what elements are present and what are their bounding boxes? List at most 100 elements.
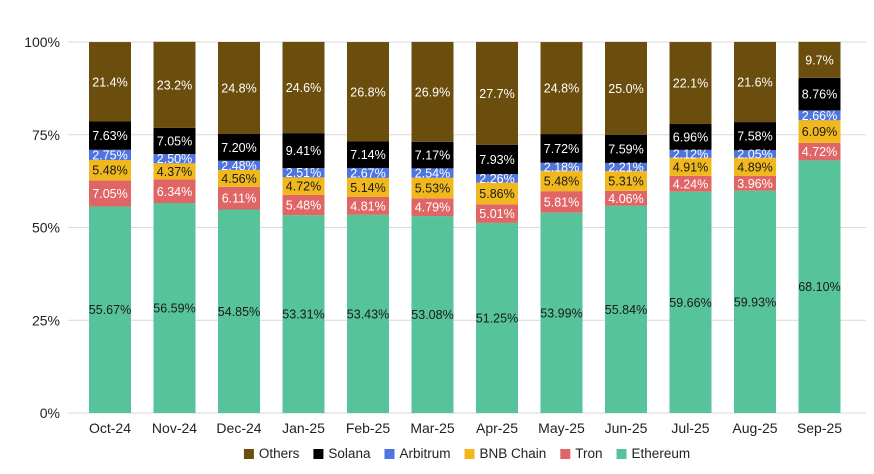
data-label: 6.11% [222,192,257,206]
bar-segment-others [282,41,325,134]
data-label: 2.18% [544,160,579,174]
bar-segment-tron [153,179,196,204]
bar-segment-ethereum [282,215,325,413]
data-label: 6.96% [673,130,708,144]
data-label: 6.34% [157,185,192,199]
bar-segment-bnb-chain [347,177,389,197]
bar-segment-tron [89,180,131,207]
bar-segment-solana [347,141,389,168]
data-label: 5.31% [608,174,643,188]
bar-segment-ethereum [476,222,518,413]
data-label: 2.26% [479,172,514,186]
bar-segment-ethereum [218,209,260,413]
legend-swatch [384,449,395,459]
bar-segment-tron [734,175,776,191]
gridlines [68,41,866,414]
data-label: 2.05% [737,148,772,162]
y-tick-label: 0% [40,405,60,421]
x-tick-label: Feb-25 [346,420,391,436]
bar-segment-others [669,42,712,125]
data-label: 9.41% [286,144,321,158]
data-label: 7.58% [737,130,772,144]
data-label: 53.43% [347,307,389,321]
segment-labels: 55.67% 7.05% 5.48% 2.75% 7.63% 21.4% 56.59% 6.3… [89,53,841,325]
bar-segment-solana [411,141,454,169]
data-label: 4.56% [221,172,256,186]
bar-segment-others [411,41,454,142]
bar-segment-bnb-chain [669,157,712,176]
x-tick-label: May-25 [538,420,585,436]
data-label: 59.66% [669,296,711,310]
data-label: 4.79% [415,201,450,215]
bar-segment-bnb-chain [218,169,260,187]
x-tick-label: Mar-25 [410,420,455,436]
bar-segment-arbitrum [282,168,325,178]
bar-segment-arbitrum [798,110,841,121]
bar-segment-arbitrum [89,149,131,160]
data-label: 51.25% [476,311,518,325]
data-label: 25.0% [608,82,643,96]
x-tick-label: Jul-25 [671,420,709,436]
bar-segment-bnb-chain [605,171,647,191]
data-label: 23.2% [157,78,192,92]
y-axis-ticks: 0% 25% 50% 75% 100% [24,34,60,421]
bar-segment-solana [89,121,131,150]
bar-segment-solana [476,144,518,175]
legend-label: Arbitrum [399,446,450,461]
data-label: 68.10% [798,280,840,294]
x-tick-label: Aug-25 [732,420,777,436]
data-label: 59.93% [734,295,776,309]
data-label: 2.21% [608,160,643,174]
data-label: 3.96% [737,177,772,191]
bar-segment-others [734,41,776,123]
bar-segment-ethereum [153,203,196,413]
bar-segment-others [347,42,389,142]
x-tick-label: Oct-24 [89,420,131,436]
data-label: 53.08% [411,308,453,322]
bar-segment-ethereum [89,206,131,413]
legend-label: Tron [575,446,602,461]
bar-segment-arbitrum [540,162,583,171]
bar-segment-arbitrum [605,162,647,172]
bar-segment-bnb-chain [540,170,583,192]
data-label: 4.06% [608,192,643,206]
bar-segment-solana [605,134,647,163]
bar-segment-ethereum [734,190,776,413]
data-label: 2.12% [673,147,708,161]
data-label: 5.81% [544,195,579,209]
data-label: 5.48% [286,199,321,213]
data-label: 26.9% [415,85,450,99]
data-label: 2.50% [157,152,192,166]
data-label: 5.48% [92,164,127,178]
bar-segment-tron [476,204,518,223]
data-label: 2.67% [350,166,385,180]
x-tick-label: Dec-24 [216,420,261,436]
legend-swatch [313,449,324,459]
data-label: 2.75% [92,148,127,162]
bar-segment-arbitrum [153,154,196,164]
data-label: 2.54% [415,167,450,181]
data-label: 53.99% [540,306,582,320]
data-label: 53.31% [282,308,324,322]
data-label: 7.63% [92,129,127,143]
bar-segment-solana [669,124,712,150]
bar-segment-tron [411,198,454,217]
data-label: 4.89% [737,160,772,174]
bar-segment-arbitrum [476,174,518,183]
data-label: 7.14% [350,148,385,162]
legend-swatch [243,449,254,459]
data-label: 9.7% [805,53,834,67]
data-label: 7.93% [479,153,514,167]
bar-segment-bnb-chain [798,120,841,143]
data-label: 5.01% [479,207,514,221]
legend-label: BNB Chain [479,446,546,461]
legend-label: Solana [328,446,371,461]
data-label: 4.72% [286,180,321,194]
data-label: 21.6% [737,76,772,90]
bar-segment-arbitrum [734,150,776,158]
bar-segment-solana [282,133,325,169]
data-label: 6.09% [802,125,837,139]
data-label: 2.51% [286,166,321,180]
data-label: 22.1% [673,77,708,91]
